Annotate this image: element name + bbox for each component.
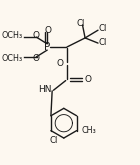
Text: O: O xyxy=(32,54,39,63)
Text: CH₃: CH₃ xyxy=(81,126,96,135)
Text: HN: HN xyxy=(38,85,52,94)
Text: P: P xyxy=(44,42,50,52)
Text: O: O xyxy=(44,26,51,35)
Text: O: O xyxy=(32,31,39,40)
Text: O: O xyxy=(56,59,63,68)
Text: Cl: Cl xyxy=(50,136,58,145)
Text: OCH₃: OCH₃ xyxy=(2,31,23,40)
Text: Cl: Cl xyxy=(99,24,107,33)
Text: Cl: Cl xyxy=(99,38,107,47)
Text: OCH₃: OCH₃ xyxy=(2,54,23,63)
Text: O: O xyxy=(84,75,91,84)
Text: Cl: Cl xyxy=(76,19,85,28)
